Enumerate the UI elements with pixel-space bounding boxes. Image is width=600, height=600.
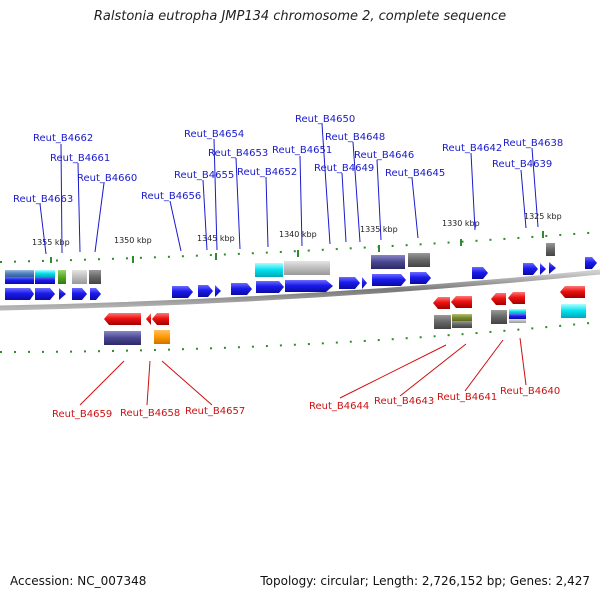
reverse-gene[interactable] xyxy=(560,286,585,298)
annotation-box xyxy=(491,310,507,324)
annotation-box xyxy=(35,277,55,284)
forward-gene[interactable] xyxy=(256,281,284,293)
gene-label[interactable]: Reut_B4660 xyxy=(77,173,137,184)
forward-gene-labels: Reut_B4663 Reut_B4662 Reut_B4661 Reut_B4… xyxy=(13,114,563,205)
annotation-box xyxy=(255,263,283,277)
reverse-leader-lines xyxy=(79,337,527,406)
annotation-box xyxy=(104,331,141,345)
forward-gene[interactable] xyxy=(540,263,546,275)
gene-label[interactable]: Reut_B4643 xyxy=(374,396,434,407)
gene-label[interactable]: Reut_B4645 xyxy=(385,168,445,179)
forward-gene[interactable] xyxy=(472,267,488,279)
forward-gene[interactable] xyxy=(90,288,101,300)
annotation-box xyxy=(509,309,526,314)
gene-label[interactable]: Reut_B4639 xyxy=(492,159,552,170)
gene-label[interactable]: Reut_B4655 xyxy=(174,170,234,181)
major-ticks xyxy=(50,231,544,263)
accession-text: Accession: NC_007348 xyxy=(10,574,147,588)
reverse-gene[interactable] xyxy=(104,313,141,325)
scale-labels: 1355 kbp 1350 kbp 1345 kbp 1340 kbp 1335… xyxy=(32,212,562,247)
reverse-annotations xyxy=(104,304,586,345)
forward-annotations xyxy=(5,243,555,284)
forward-gene[interactable] xyxy=(231,283,252,295)
annotation-box xyxy=(154,330,170,344)
forward-genes xyxy=(5,257,597,300)
summary-text: Topology: circular; Length: 2,726,152 bp… xyxy=(260,574,590,588)
gene-label[interactable]: Reut_B4646 xyxy=(354,150,414,161)
forward-gene[interactable] xyxy=(35,288,55,300)
reverse-gene[interactable] xyxy=(451,296,472,308)
gene-label[interactable]: Reut_B4663 xyxy=(13,194,73,205)
annotation-box xyxy=(72,270,87,284)
gene-label[interactable]: Reut_B4654 xyxy=(184,129,244,140)
reverse-gene[interactable] xyxy=(508,292,525,304)
forward-gene[interactable] xyxy=(372,274,406,286)
gene-label[interactable]: Reut_B4658 xyxy=(120,408,180,419)
annotation-box xyxy=(452,321,472,328)
chromosome-backbone xyxy=(0,269,600,311)
annotation-box xyxy=(35,270,55,277)
scale-label: 1335 kbp xyxy=(360,225,398,234)
scale-label: 1330 kbp xyxy=(442,219,480,228)
gene-label[interactable]: Reut_B4657 xyxy=(185,406,245,417)
annotation-box xyxy=(5,277,34,284)
forward-gene[interactable] xyxy=(72,288,87,300)
forward-gene[interactable] xyxy=(172,286,193,298)
annotation-box xyxy=(546,243,555,256)
gene-label[interactable]: Reut_B4651 xyxy=(272,145,332,156)
forward-gene[interactable] xyxy=(585,257,597,269)
gene-label[interactable]: Reut_B4652 xyxy=(237,167,297,178)
annotation-box xyxy=(284,261,330,275)
scale-label: 1340 kbp xyxy=(279,230,317,239)
gene-label[interactable]: Reut_B4659 xyxy=(52,409,112,420)
gene-label[interactable]: Reut_B4640 xyxy=(500,386,560,397)
reverse-gene[interactable] xyxy=(146,313,151,325)
gene-label[interactable]: Reut_B4649 xyxy=(314,163,374,174)
reverse-gene-labels: Reut_B4659 Reut_B4658 Reut_B4657 Reut_B4… xyxy=(52,386,560,420)
forward-gene[interactable] xyxy=(362,277,367,289)
annotation-box xyxy=(58,270,66,284)
gene-label[interactable]: Reut_B4653 xyxy=(208,148,268,159)
gene-label[interactable]: Reut_B4662 xyxy=(33,133,93,144)
gene-label[interactable]: Reut_B4641 xyxy=(437,392,497,403)
forward-gene[interactable] xyxy=(5,288,34,300)
forward-gene[interactable] xyxy=(215,285,221,297)
reverse-gene[interactable] xyxy=(152,313,169,325)
upper-scale-line xyxy=(0,231,600,263)
gene-label[interactable]: Reut_B4656 xyxy=(141,191,201,202)
forward-gene[interactable] xyxy=(198,285,213,297)
gene-label[interactable]: Reut_B4638 xyxy=(503,138,563,149)
annotation-box xyxy=(434,315,451,329)
scale-label: 1355 kbp xyxy=(32,238,70,247)
scale-label: 1345 kbp xyxy=(197,234,235,243)
annotation-box xyxy=(452,314,472,321)
gene-label[interactable]: Reut_B4644 xyxy=(309,401,369,412)
gene-label[interactable]: Reut_B4648 xyxy=(325,132,385,143)
map-title: Ralstonia eutropha JMP134 chromosome 2, … xyxy=(93,9,507,24)
annotation-box xyxy=(371,255,405,269)
annotation-box xyxy=(89,270,101,284)
gene-label[interactable]: Reut_B4650 xyxy=(295,114,355,125)
forward-leader-lines xyxy=(39,123,539,255)
forward-gene[interactable] xyxy=(285,280,333,292)
forward-gene[interactable] xyxy=(549,262,556,274)
annotation-box xyxy=(561,304,586,318)
gene-label[interactable]: Reut_B4661 xyxy=(50,153,110,164)
reverse-genes xyxy=(104,286,585,325)
forward-gene[interactable] xyxy=(59,288,66,300)
annotation-box xyxy=(509,319,526,323)
forward-gene[interactable] xyxy=(339,277,360,289)
scale-label: 1325 kbp xyxy=(524,212,562,221)
reverse-gene[interactable] xyxy=(433,297,450,309)
annotation-box xyxy=(5,270,34,277)
reverse-gene[interactable] xyxy=(491,293,506,305)
forward-gene[interactable] xyxy=(523,263,538,275)
forward-gene[interactable] xyxy=(410,272,431,284)
lower-scale-line xyxy=(0,321,600,353)
scale-label: 1350 kbp xyxy=(114,236,152,245)
annotation-box xyxy=(509,314,526,319)
gene-label[interactable]: Reut_B4642 xyxy=(442,143,502,154)
annotation-box xyxy=(408,253,430,267)
